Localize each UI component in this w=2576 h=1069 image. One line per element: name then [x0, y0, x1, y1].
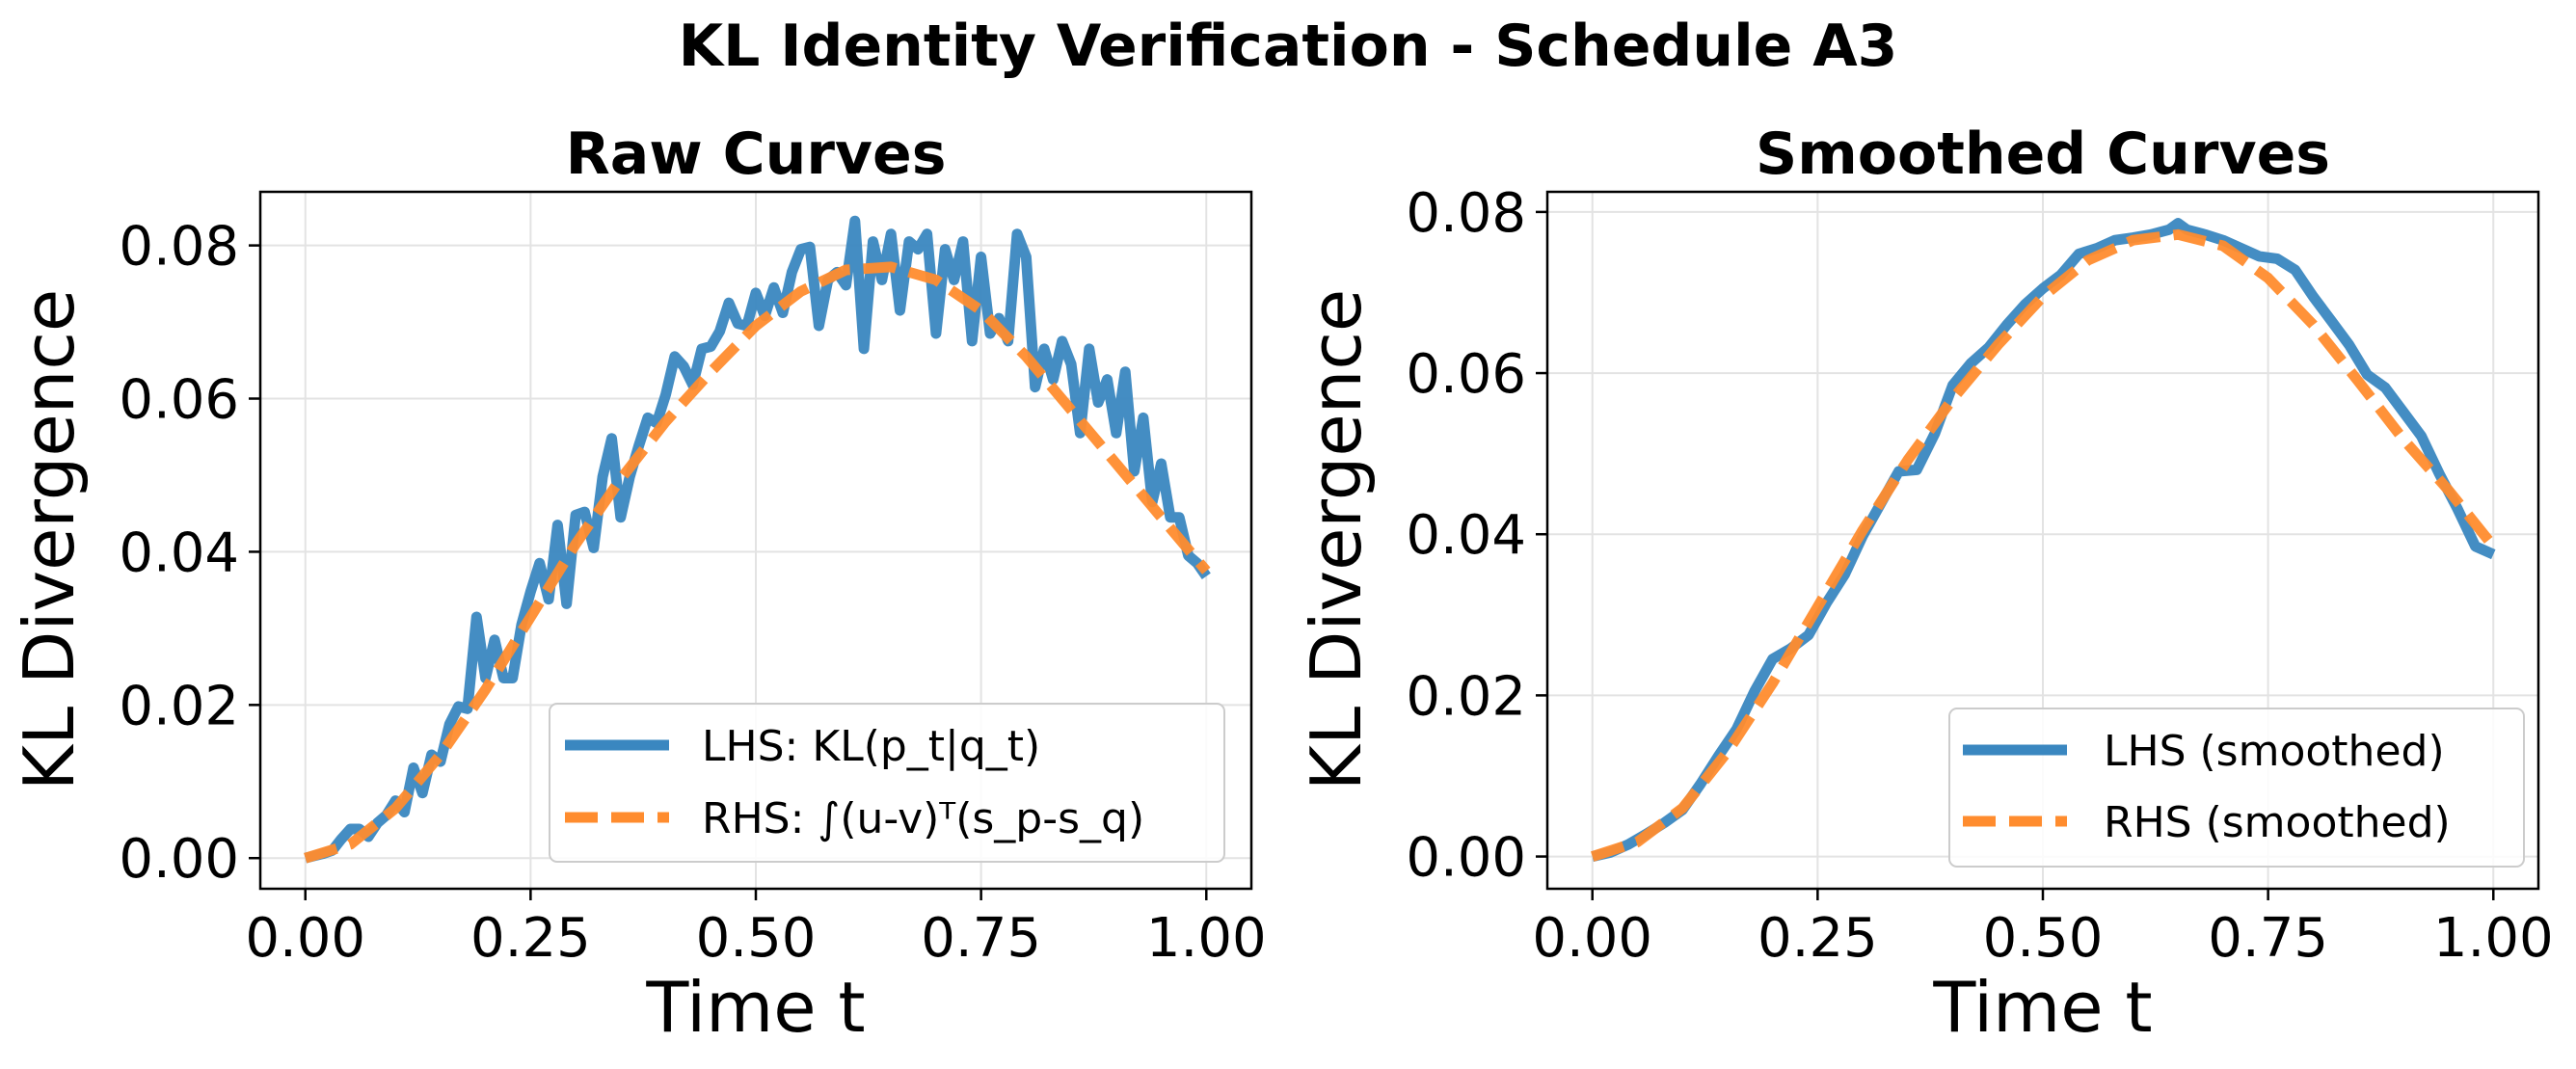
raw-panel-title: Raw Curves: [566, 120, 947, 188]
smoothed-series-rhs-line: [1591, 228, 2498, 862]
raw-x-tick-label: 0.00: [245, 907, 365, 970]
smoothed-curves-panel: Smoothed Curves 0.00 0.25 0.50 0.75 1.000.00…: [1296, 120, 2554, 1048]
smoothed-y-tick-label: 0.00: [1406, 827, 1526, 890]
smoothed-y-tick-label: 0.08: [1406, 182, 1526, 245]
smoothed-legend-box: [1948, 708, 2525, 868]
smoothed-x-axis-label: Time t: [1932, 967, 2152, 1048]
raw-x-tick-label: 0.50: [696, 907, 817, 970]
smoothed-series: [1591, 218, 2498, 862]
raw-y-tick-label: 0.02: [119, 675, 239, 737]
figure-suptitle: KL Identity Verification - Schedule A3: [679, 13, 1898, 80]
smoothed-y-tick-label: 0.04: [1406, 504, 1526, 567]
raw-y-tick-label: 0.00: [119, 828, 239, 891]
smoothed-x-tick-label: 1.00: [2433, 907, 2554, 970]
raw-series-lhs-line: [304, 215, 1211, 864]
smoothed-legend-rhs-label: RHS (smoothed): [2104, 798, 2451, 847]
smoothed-x-tick-label: 0.00: [1532, 907, 1652, 970]
raw-x-tick-label: 0.75: [921, 907, 1041, 970]
smoothed-x-tick-label: 0.50: [1983, 907, 2104, 970]
raw-y-tick-label: 0.04: [119, 521, 239, 584]
raw-y-tick-label: 0.08: [119, 216, 239, 279]
raw-y-tick-label: 0.06: [119, 369, 239, 432]
smoothed-legend: LHS (smoothed) RHS (smoothed): [1948, 708, 2525, 868]
smoothed-x-tick-label: 0.25: [1758, 907, 1878, 970]
smoothed-y-tick-label: 0.06: [1406, 343, 1526, 406]
raw-legend-lhs-label: LHS: KL(p_t|q_t): [702, 722, 1040, 771]
raw-series-rhs-line: [304, 261, 1211, 864]
smoothed-panel-title: Smoothed Curves: [1756, 120, 2330, 188]
raw-legend: LHS: KL(p_t|q_t) RHS: ∫(u-v)ᵀ(s_p-s_q): [549, 703, 1225, 863]
smoothed-series-lhs-line: [1591, 218, 2496, 862]
raw-ticks: 0.00 0.25 0.50 0.75 1.00 0.00 0.02 0.04 0.06 0.08: [119, 216, 1266, 970]
raw-curves-panel: Raw Curves 0.00 0.25 0.50 0.75 1.000.000.020…: [9, 120, 1267, 1048]
smoothed-y-tick-label: 0.02: [1406, 665, 1526, 728]
raw-legend-rhs-label: RHS: ∫(u-v)ᵀ(s_p-s_q): [702, 794, 1144, 843]
raw-x-axis-label: Time t: [645, 967, 865, 1048]
raw-y-axis-label: KL Divergence: [9, 289, 90, 790]
smoothed-x-tick-label: 0.75: [2208, 907, 2328, 970]
raw-x-tick-label: 1.00: [1146, 907, 1267, 970]
smoothed-legend-lhs-label: LHS (smoothed): [2104, 727, 2445, 776]
smoothed-y-axis-label: KL Divergence: [1296, 289, 1377, 790]
raw-legend-box: [549, 703, 1225, 863]
raw-series: [304, 215, 1211, 864]
smoothed-ticks: 0.00 0.25 0.50 0.75 1.00 0.00 0.02 0.04 0.06 0.08: [1406, 182, 2553, 970]
raw-x-tick-label: 0.25: [470, 907, 591, 970]
